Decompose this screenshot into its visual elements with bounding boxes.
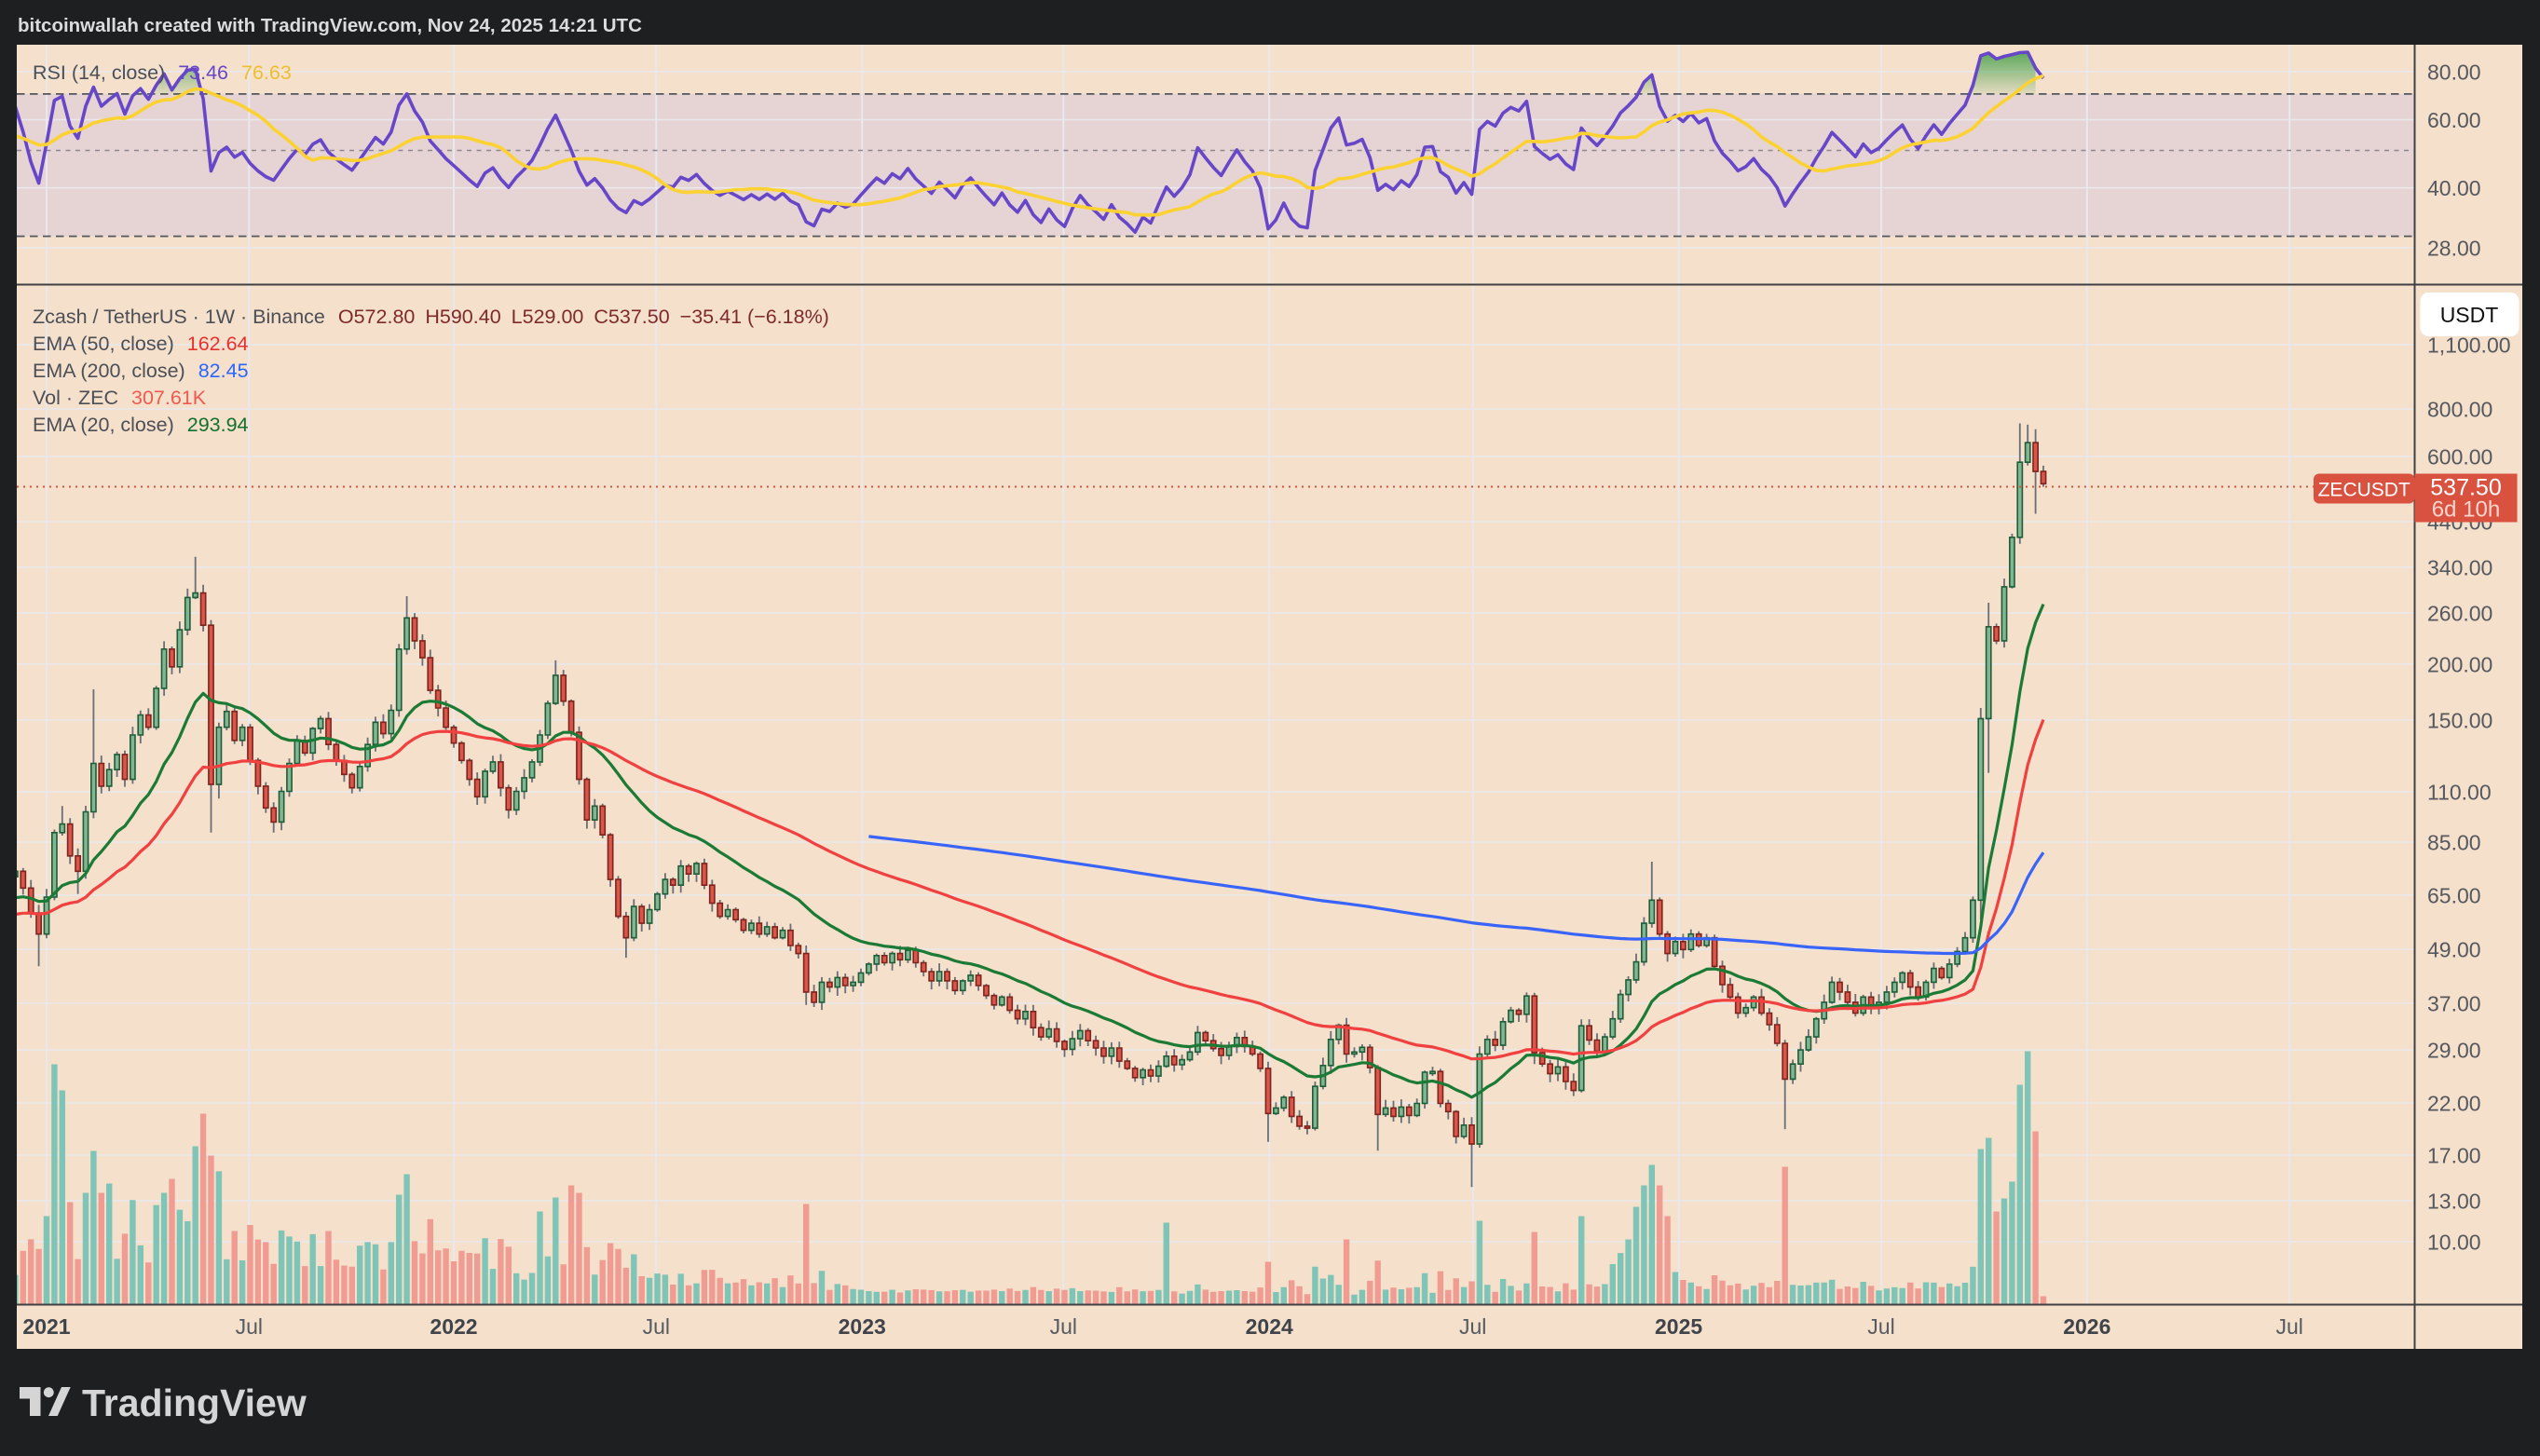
- svg-text:bitcoinwallah created with Tra: bitcoinwallah created with TradingView.c…: [18, 15, 642, 36]
- svg-text:Jul: Jul: [236, 1314, 263, 1339]
- svg-text:2023: 2023: [839, 1314, 886, 1339]
- svg-text:ZECUSDT: ZECUSDT: [2318, 480, 2410, 501]
- svg-text:EMA (20, close)293.94: EMA (20, close) 293.94: [33, 414, 249, 436]
- svg-text:2022: 2022: [430, 1314, 477, 1339]
- svg-text:1,100.00: 1,100.00: [2427, 333, 2511, 358]
- svg-text:22.00: 22.00: [2427, 1092, 2481, 1116]
- svg-text:6d 10h: 6d 10h: [2432, 497, 2500, 523]
- svg-text:Jul: Jul: [1050, 1314, 1077, 1339]
- svg-text:29.00: 29.00: [2427, 1039, 2481, 1063]
- svg-text:85.00: 85.00: [2427, 831, 2481, 855]
- svg-text:65.00: 65.00: [2427, 884, 2481, 908]
- svg-text:110.00: 110.00: [2427, 781, 2492, 805]
- svg-text:200.00: 200.00: [2427, 653, 2492, 677]
- svg-text:150.00: 150.00: [2427, 709, 2492, 733]
- svg-text:40.00: 40.00: [2427, 176, 2481, 200]
- svg-text:60.00: 60.00: [2427, 108, 2481, 132]
- svg-text:340.00: 340.00: [2427, 556, 2492, 580]
- svg-text:Jul: Jul: [2275, 1314, 2302, 1339]
- svg-text:2025: 2025: [1655, 1314, 1702, 1339]
- svg-text:49.00: 49.00: [2427, 938, 2481, 962]
- svg-text:USDT: USDT: [2440, 303, 2499, 327]
- svg-text:EMA (50, close)162.64: EMA (50, close) 162.64: [33, 333, 249, 355]
- svg-text:260.00: 260.00: [2427, 602, 2492, 626]
- svg-text:Zcash / TetherUS · 1W · Binanc: Zcash / TetherUS · 1W · Binance O572.80 H5…: [33, 306, 829, 328]
- svg-text:Jul: Jul: [643, 1314, 670, 1339]
- svg-text:Jul: Jul: [1459, 1314, 1486, 1339]
- svg-text:EMA (200, close)82.45: EMA (200, close) 82.45: [33, 360, 249, 382]
- svg-text:37.00: 37.00: [2427, 992, 2481, 1016]
- svg-text:2024: 2024: [1246, 1314, 1293, 1339]
- svg-text:10.00: 10.00: [2427, 1231, 2481, 1255]
- svg-text:537.50: 537.50: [2430, 475, 2501, 501]
- svg-text:2021: 2021: [22, 1314, 70, 1339]
- svg-text:2026: 2026: [2063, 1314, 2110, 1339]
- svg-text:13.00: 13.00: [2427, 1190, 2481, 1214]
- svg-text:17.00: 17.00: [2427, 1144, 2481, 1168]
- svg-text:600.00: 600.00: [2427, 445, 2492, 469]
- svg-text:TradingView: TradingView: [82, 1381, 307, 1424]
- svg-text:80.00: 80.00: [2427, 60, 2481, 84]
- svg-text:800.00: 800.00: [2427, 398, 2492, 422]
- svg-text:28.00: 28.00: [2427, 237, 2481, 261]
- svg-text:Jul: Jul: [1867, 1314, 1894, 1339]
